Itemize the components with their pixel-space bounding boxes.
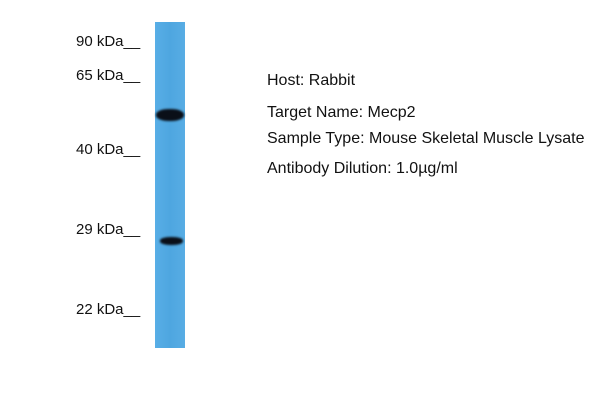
- dilution-label: Antibody Dilution: 1.0µg/ml: [267, 160, 458, 177]
- host-label: Host: Rabbit: [267, 72, 356, 89]
- band-lower: [160, 237, 183, 245]
- band-upper: [156, 109, 184, 121]
- marker-22kda: 22 kDa__: [76, 301, 141, 318]
- marker-29kda: 29 kDa__: [76, 221, 141, 238]
- marker-40kda: 40 kDa__: [76, 141, 141, 158]
- target-label: Target Name: Mecp2: [267, 104, 416, 121]
- sample-label: Sample Type: Mouse Skeletal Muscle Lysat…: [267, 130, 585, 147]
- marker-90kda: 90 kDa__: [76, 33, 141, 50]
- marker-65kda: 65 kDa__: [76, 67, 141, 84]
- blot-lane: [155, 22, 185, 348]
